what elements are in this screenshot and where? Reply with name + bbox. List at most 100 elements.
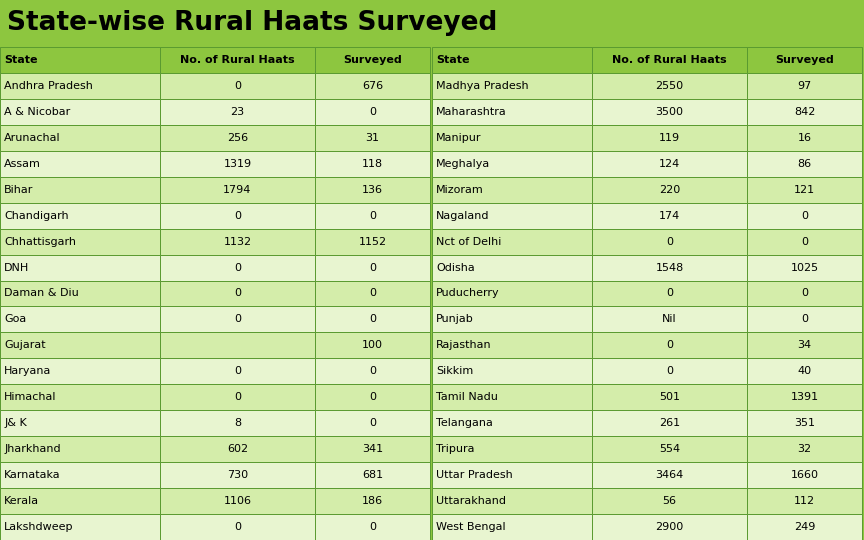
Bar	[747, 99, 862, 125]
Text: Gujarat: Gujarat	[4, 340, 46, 350]
Text: 136: 136	[362, 185, 383, 195]
Bar	[160, 514, 315, 540]
Text: Nagaland: Nagaland	[436, 211, 490, 221]
Bar	[0, 359, 160, 384]
Bar	[315, 359, 430, 384]
Text: DNH: DNH	[4, 262, 29, 273]
Bar	[160, 177, 315, 202]
Bar	[432, 177, 592, 202]
Bar	[315, 151, 430, 177]
Text: Lakshdweep: Lakshdweep	[4, 522, 73, 532]
Bar	[432, 99, 592, 125]
Bar	[592, 280, 747, 307]
Text: Telangana: Telangana	[436, 418, 493, 428]
Text: 602: 602	[227, 444, 248, 454]
Bar	[315, 177, 430, 202]
Text: Punjab: Punjab	[436, 314, 474, 325]
Bar	[315, 228, 430, 254]
Bar	[747, 333, 862, 359]
Text: 31: 31	[365, 133, 379, 143]
Bar	[160, 307, 315, 333]
Text: Nil: Nil	[662, 314, 677, 325]
Bar	[432, 514, 592, 540]
Bar	[0, 47, 160, 73]
Text: 0: 0	[369, 418, 376, 428]
Text: 121: 121	[794, 185, 815, 195]
Text: Meghalya: Meghalya	[436, 159, 491, 168]
Bar	[592, 307, 747, 333]
Text: 0: 0	[801, 288, 808, 299]
Bar	[315, 514, 430, 540]
Bar	[0, 151, 160, 177]
Bar	[160, 436, 315, 462]
Text: 341: 341	[362, 444, 383, 454]
Bar	[315, 488, 430, 514]
Bar	[0, 333, 160, 359]
Text: 0: 0	[369, 262, 376, 273]
Text: J& K: J& K	[4, 418, 27, 428]
Bar	[432, 436, 592, 462]
Bar	[747, 462, 862, 488]
Text: 0: 0	[666, 288, 673, 299]
Bar	[592, 333, 747, 359]
Bar	[592, 514, 747, 540]
Bar	[592, 488, 747, 514]
Bar	[315, 436, 430, 462]
Bar	[315, 384, 430, 410]
Bar	[747, 514, 862, 540]
Text: Bihar: Bihar	[4, 185, 34, 195]
Text: 261: 261	[659, 418, 680, 428]
Text: 86: 86	[797, 159, 811, 168]
Bar	[747, 359, 862, 384]
Text: 3500: 3500	[656, 107, 683, 117]
Bar	[592, 384, 747, 410]
Bar	[315, 462, 430, 488]
Text: 1391: 1391	[791, 392, 818, 402]
Bar	[0, 384, 160, 410]
Bar	[592, 47, 747, 73]
Bar	[160, 410, 315, 436]
Bar	[592, 254, 747, 280]
Bar	[432, 488, 592, 514]
Bar	[592, 99, 747, 125]
Text: Tripura: Tripura	[436, 444, 475, 454]
Bar	[592, 462, 747, 488]
Bar	[747, 125, 862, 151]
Text: 1025: 1025	[791, 262, 818, 273]
Text: 0: 0	[234, 262, 241, 273]
Text: 97: 97	[797, 81, 811, 91]
Bar	[432, 333, 592, 359]
Text: Goa: Goa	[4, 314, 27, 325]
Text: Nct of Delhi: Nct of Delhi	[436, 237, 502, 247]
Bar	[747, 151, 862, 177]
Bar	[160, 359, 315, 384]
Bar	[315, 254, 430, 280]
Bar	[160, 125, 315, 151]
Text: Chhattisgarh: Chhattisgarh	[4, 237, 76, 247]
Text: West Bengal: West Bengal	[436, 522, 506, 532]
Bar	[432, 47, 592, 73]
Text: Surveyed: Surveyed	[775, 55, 834, 65]
Text: Arunachal: Arunachal	[4, 133, 61, 143]
Text: Surveyed: Surveyed	[343, 55, 402, 65]
Text: 249: 249	[794, 522, 816, 532]
Text: 0: 0	[369, 211, 376, 221]
Text: 676: 676	[362, 81, 383, 91]
Bar	[0, 73, 160, 99]
Bar	[0, 125, 160, 151]
Bar	[432, 384, 592, 410]
Bar	[160, 99, 315, 125]
Bar	[432, 410, 592, 436]
Text: 501: 501	[659, 392, 680, 402]
Text: Kerala: Kerala	[4, 496, 40, 506]
Bar	[747, 384, 862, 410]
Text: 8: 8	[234, 418, 241, 428]
Text: No. of Rural Haats: No. of Rural Haats	[613, 55, 727, 65]
Bar	[315, 307, 430, 333]
Text: 112: 112	[794, 496, 815, 506]
Bar	[592, 177, 747, 202]
Text: 0: 0	[369, 107, 376, 117]
Text: 56: 56	[663, 496, 677, 506]
Bar	[432, 462, 592, 488]
Text: 16: 16	[797, 133, 811, 143]
